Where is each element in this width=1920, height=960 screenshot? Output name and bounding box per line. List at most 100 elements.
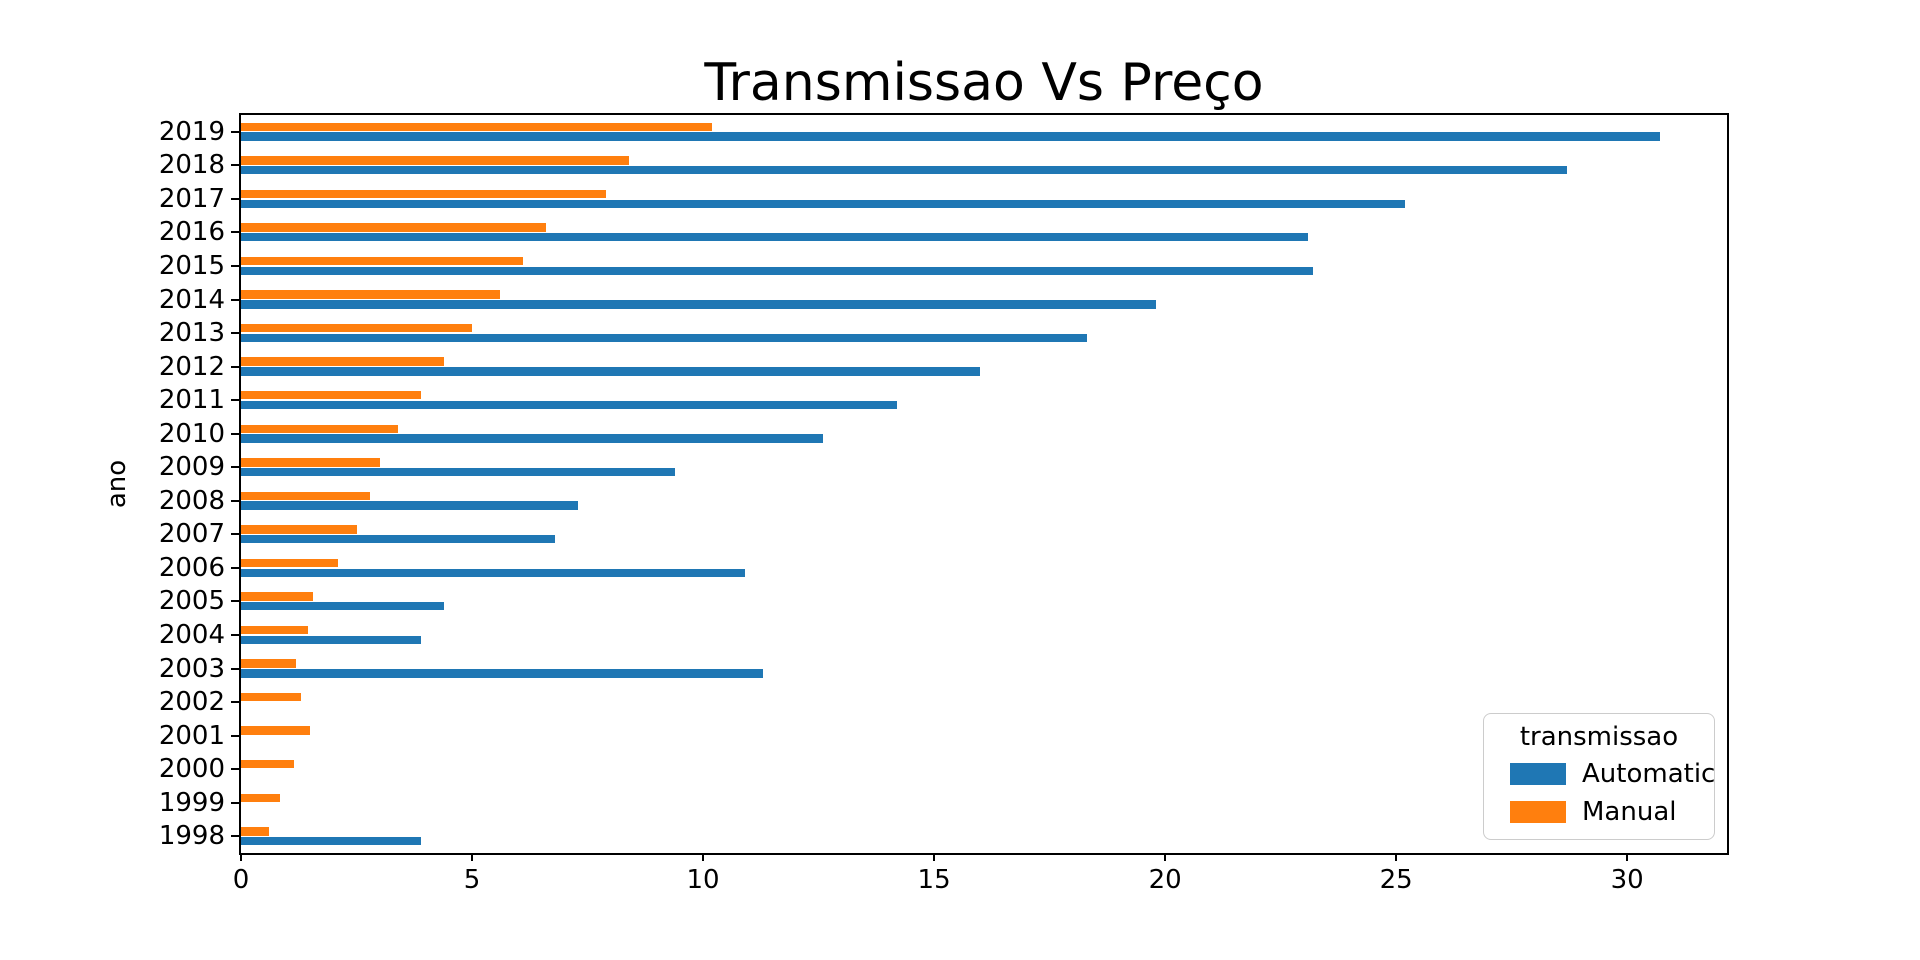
x-tick-10	[702, 853, 705, 861]
y-tick-label-2005: 2005	[158, 586, 225, 617]
bar-automatic-2009	[241, 467, 676, 477]
x-tick-25	[1395, 853, 1398, 861]
bar-manual-2016	[241, 223, 546, 232]
x-tick-20	[1164, 853, 1167, 861]
x-tick-label-15: 15	[917, 865, 951, 895]
y-tick-2007	[231, 533, 239, 536]
y-tick-label-2016: 2016	[158, 217, 225, 248]
y-tick-2002	[231, 701, 239, 704]
y-tick-1998	[231, 835, 239, 838]
y-tick-label-2007: 2007	[158, 519, 225, 550]
bar-manual-1998	[241, 827, 269, 836]
bar-automatic-2019	[241, 132, 1660, 141]
bar-manual-2012	[241, 357, 445, 366]
bar-manual-2011	[241, 391, 422, 400]
legend-title: transmissao	[1519, 722, 1679, 752]
bar-manual-2013	[241, 323, 473, 333]
bar-manual-2008	[241, 491, 371, 501]
y-tick-label-2012: 2012	[158, 351, 225, 382]
y-tick-2019	[231, 130, 239, 133]
legend-entry-automatic: Automatic	[1496, 755, 1715, 793]
bar-manual-2005	[241, 592, 313, 601]
bar-automatic-2016	[241, 233, 1309, 242]
bar-manual-2002	[241, 692, 302, 702]
bar-automatic-2013	[241, 333, 1087, 343]
bar-automatic-2011	[241, 400, 898, 410]
bar-manual-2019	[241, 122, 713, 132]
y-tick-2011	[231, 399, 239, 402]
y-tick-label-2015: 2015	[158, 250, 225, 281]
y-tick-label-1998: 1998	[158, 821, 225, 852]
y-tick-label-2008: 2008	[158, 485, 225, 516]
legend-swatch-manual	[1510, 801, 1566, 823]
x-tick-label-25: 25	[1379, 865, 1413, 895]
legend: transmissao Automatic Manual	[1483, 713, 1715, 840]
y-tick-2001	[231, 734, 239, 737]
y-tick-label-2001: 2001	[158, 720, 225, 751]
y-tick-label-2003: 2003	[158, 653, 225, 684]
y-tick-label-2002: 2002	[158, 687, 225, 718]
y-tick-2017	[231, 197, 239, 200]
y-tick-label-2018: 2018	[158, 150, 225, 181]
bar-automatic-2006	[241, 568, 745, 577]
y-tick-2000	[231, 768, 239, 771]
y-tick-label-1999: 1999	[158, 787, 225, 818]
y-tick-2013	[231, 332, 239, 335]
bar-automatic-2005	[241, 602, 445, 611]
y-tick-2015	[231, 264, 239, 267]
y-tick-label-2006: 2006	[158, 552, 225, 583]
bar-automatic-2015	[241, 266, 1313, 276]
x-tick-label-30: 30	[1610, 865, 1644, 895]
y-tick-1999	[231, 801, 239, 804]
bar-automatic-2012	[241, 367, 981, 376]
x-tick-30	[1626, 853, 1629, 861]
x-tick-label-5: 5	[463, 865, 481, 895]
y-tick-2005	[231, 600, 239, 603]
bar-automatic-2007	[241, 535, 556, 544]
y-tick-2004	[231, 633, 239, 636]
x-tick-label-0: 0	[232, 865, 250, 895]
y-axis-label: ano	[102, 459, 132, 509]
y-tick-2003	[231, 667, 239, 670]
legend-entry-manual: Manual	[1496, 793, 1702, 831]
bar-manual-2017	[241, 189, 607, 199]
bar-automatic-2008	[241, 501, 579, 510]
bar-automatic-1998	[241, 836, 422, 846]
plot-area: 2019 2018 2017 2016 2015 2014 2013 2012 2011 2010…	[159, 113, 1729, 893]
bar-manual-2000	[241, 760, 295, 769]
bar-manual-1999	[241, 793, 281, 802]
bar-manual-2007	[241, 525, 357, 534]
bar-manual-2010	[241, 424, 399, 433]
bar-manual-2004	[241, 625, 308, 635]
y-tick-label-2019: 2019	[158, 116, 225, 147]
y-tick-label-2010: 2010	[158, 418, 225, 449]
x-tick-label-10: 10	[686, 865, 720, 895]
bar-automatic-2004	[241, 635, 422, 645]
y-tick-label-2009: 2009	[158, 452, 225, 483]
y-tick-2008	[231, 499, 239, 502]
y-tick-2010	[231, 432, 239, 435]
y-tick-label-2000: 2000	[158, 754, 225, 785]
bar-automatic-2017	[241, 199, 1406, 208]
bar-manual-2003	[241, 659, 297, 668]
x-tick-0	[240, 853, 242, 861]
legend-label-automatic: Automatic	[1582, 759, 1716, 789]
y-tick-2009	[231, 466, 239, 469]
bar-manual-2006	[241, 558, 339, 568]
x-tick-label-20: 20	[1148, 865, 1182, 895]
bar-automatic-2014	[241, 300, 1156, 309]
bar-automatic-2018	[241, 166, 1568, 175]
bar-manual-2001	[241, 726, 311, 735]
y-tick-label-2017: 2017	[158, 183, 225, 214]
bar-manual-2015	[241, 256, 523, 266]
chart-title: Transmissao Vs Preço	[704, 53, 1264, 113]
legend-swatch-automatic	[1510, 763, 1566, 785]
bar-automatic-2010	[241, 434, 824, 443]
legend-label-manual: Manual	[1582, 797, 1677, 827]
y-tick-2014	[231, 298, 239, 301]
bar-manual-2009	[241, 458, 380, 467]
bar-manual-2018	[241, 156, 630, 165]
y-tick-2018	[231, 164, 239, 167]
y-tick-2012	[231, 365, 239, 368]
